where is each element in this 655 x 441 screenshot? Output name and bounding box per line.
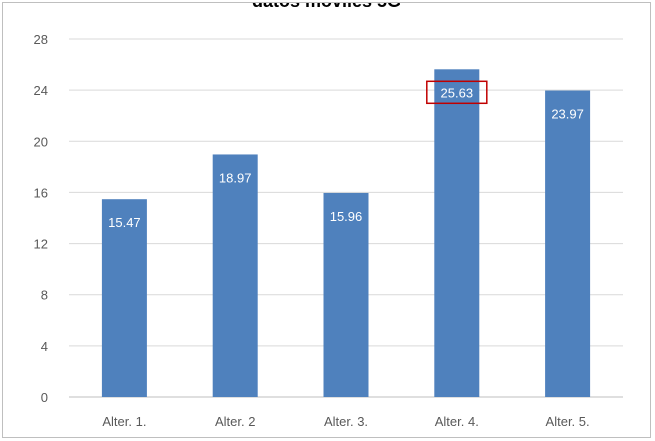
y-tick-label: 20	[34, 134, 48, 149]
y-tick-label: 4	[41, 339, 48, 354]
data-label: 23.97	[551, 107, 584, 122]
x-tick-label: Alter. 1.	[102, 414, 146, 429]
y-tick-label: 24	[34, 83, 48, 98]
y-tick-label: 12	[34, 237, 48, 252]
y-tick-label: 16	[34, 185, 48, 200]
data-label: 15.96	[330, 209, 363, 224]
y-tick-label: 28	[34, 32, 48, 47]
data-label: 25.63	[441, 85, 474, 100]
bar	[101, 199, 147, 397]
x-tick-label: Alter. 3.	[324, 414, 368, 429]
highlight-box	[426, 80, 488, 105]
bar	[212, 154, 258, 397]
x-tick-label: Alter. 5.	[546, 414, 590, 429]
x-tick-label: Alter. 4.	[435, 414, 479, 429]
y-tick-label: 8	[41, 288, 48, 303]
y-tick-label: 0	[41, 390, 48, 405]
data-label: 15.47	[108, 215, 141, 230]
bar	[323, 192, 369, 397]
x-tick-label: Alter. 2	[215, 414, 255, 429]
chart-title: datos móviles 5G	[3, 3, 650, 12]
data-label: 18.97	[219, 170, 252, 185]
bar	[434, 69, 480, 398]
bar	[545, 90, 591, 397]
